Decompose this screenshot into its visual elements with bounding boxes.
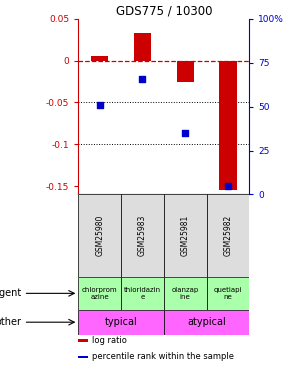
Text: other: other [0, 317, 22, 327]
Bar [78, 356, 88, 358]
Text: GSM25980: GSM25980 [95, 215, 104, 256]
Text: chlorprom
azine: chlorprom azine [82, 287, 117, 300]
Point [183, 130, 188, 136]
Text: atypical: atypical [187, 317, 226, 327]
Bar [121, 277, 164, 310]
Text: agent: agent [0, 288, 22, 298]
Bar [91, 56, 108, 61]
Text: GSM25982: GSM25982 [224, 215, 233, 256]
Bar [220, 61, 237, 190]
Bar [164, 195, 207, 277]
Text: typical: typical [105, 317, 137, 327]
Bar [78, 339, 88, 342]
Point [140, 75, 145, 81]
Text: GSM25983: GSM25983 [138, 215, 147, 256]
Bar [134, 33, 151, 61]
Bar [78, 195, 121, 277]
Text: percentile rank within the sample: percentile rank within the sample [92, 352, 234, 362]
Bar [121, 195, 164, 277]
Bar [164, 310, 249, 334]
Point [97, 102, 102, 108]
Bar [206, 277, 249, 310]
Bar [78, 277, 121, 310]
Bar [78, 310, 164, 334]
Text: thioridazin
e: thioridazin e [124, 287, 161, 300]
Text: GSM25981: GSM25981 [181, 215, 190, 256]
Text: olanzap
ine: olanzap ine [172, 287, 199, 300]
Bar [164, 277, 207, 310]
Bar [177, 61, 194, 81]
Point [226, 183, 230, 189]
Text: log ratio: log ratio [92, 336, 127, 345]
Title: GDS775 / 10300: GDS775 / 10300 [116, 4, 212, 18]
Text: quetiapi
ne: quetiapi ne [214, 287, 242, 300]
Bar [206, 195, 249, 277]
